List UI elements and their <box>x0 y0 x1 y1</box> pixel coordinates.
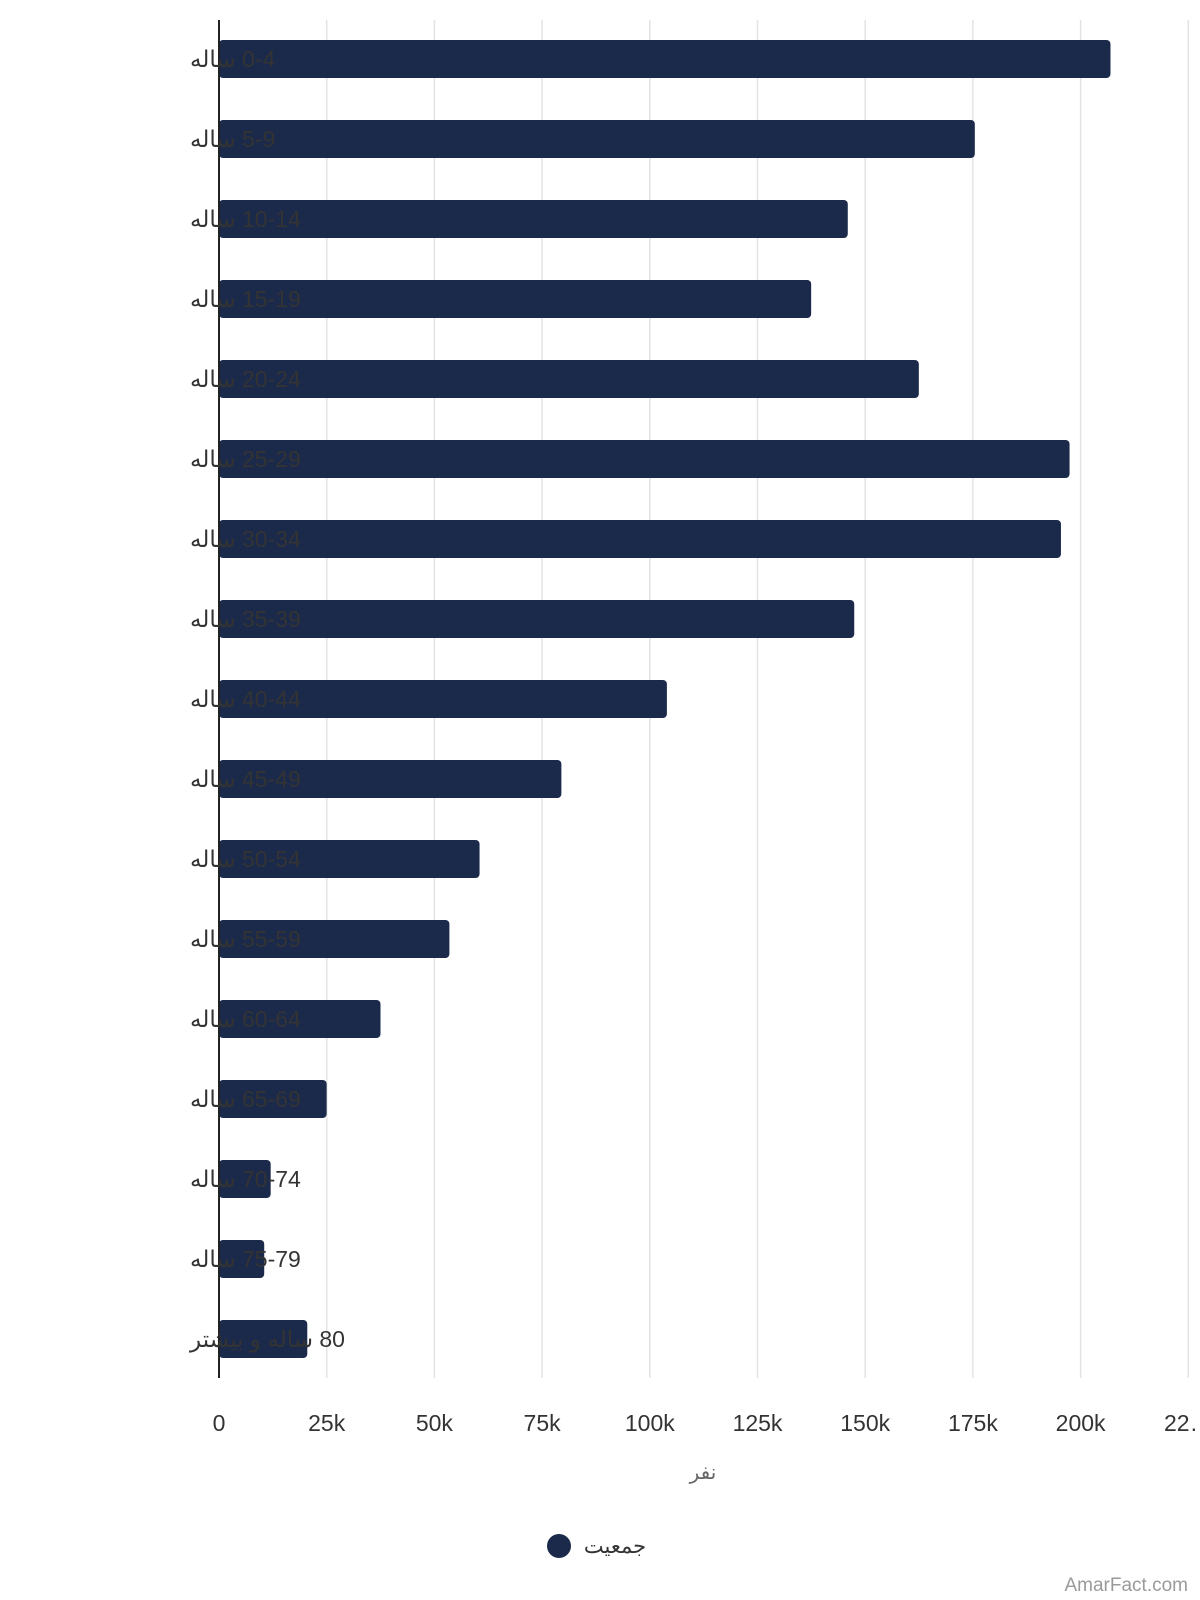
bar[interactable] <box>219 200 848 238</box>
x-axis-title: نفر <box>689 1462 717 1484</box>
legend-marker <box>547 1534 571 1558</box>
x-tick-label: 150k <box>840 1410 890 1436</box>
bar[interactable] <box>219 920 450 958</box>
legend-label: جمعیت <box>584 1535 646 1558</box>
bar[interactable] <box>219 360 919 398</box>
category-label: 35-39 ساله <box>190 606 301 632</box>
category-label: 0-4 ساله <box>190 46 275 72</box>
legend[interactable]: جمعیت <box>547 1534 646 1558</box>
category-label: 5-9 ساله <box>190 126 275 152</box>
bar[interactable] <box>219 760 562 798</box>
x-tick-label: 25k <box>308 1410 346 1436</box>
bar[interactable] <box>219 1160 271 1198</box>
category-label: 55-59 ساله <box>190 926 301 952</box>
category-label: 40-44 ساله <box>190 686 301 712</box>
x-tick-labels: 0 25k 50k 75k 100k 125k 150k 175k 200k 22… <box>213 1410 1200 1436</box>
category-label: 30-34 ساله <box>190 526 301 552</box>
x-tick-label: 0 <box>213 1410 226 1436</box>
category-label: 20-24 ساله <box>190 366 301 392</box>
category-label: 65-69 ساله <box>190 1086 301 1112</box>
bar[interactable] <box>219 1320 308 1358</box>
category-label: 15-19 ساله <box>190 286 301 312</box>
x-tick-label: 125k <box>733 1410 783 1436</box>
bar[interactable] <box>219 1240 265 1278</box>
category-label: 10-14 ساله <box>190 206 301 232</box>
bar[interactable] <box>219 440 1070 478</box>
x-tick-label: 200k <box>1056 1410 1106 1436</box>
grid-lines <box>325 20 1190 1378</box>
bar[interactable] <box>219 40 1111 78</box>
category-label: 25-29 ساله <box>190 446 301 472</box>
bar[interactable] <box>219 120 975 158</box>
bar[interactable] <box>219 680 667 718</box>
watermark: AmarFact.com <box>1064 1575 1188 1596</box>
bar[interactable] <box>219 840 480 878</box>
category-label: 50-54 ساله <box>190 846 301 872</box>
category-label: 80 ساله و بیشتر <box>189 1326 345 1353</box>
x-tick-label: 100k <box>625 1410 675 1436</box>
category-label: 75-79 ساله <box>190 1246 301 1272</box>
bar[interactable] <box>219 600 855 638</box>
x-tick-label: 50k <box>416 1410 454 1436</box>
bar[interactable] <box>219 1080 327 1118</box>
category-label: 45-49 ساله <box>190 766 301 792</box>
bar[interactable] <box>219 1000 381 1038</box>
category-labels: 0-4 ساله 5-9 ساله 10-14 ساله 15-19 ساله 20-2… <box>189 46 345 1353</box>
category-label: 70-74 ساله <box>190 1166 301 1192</box>
bars <box>219 40 1111 1358</box>
category-label: 60-64 ساله <box>190 1006 301 1032</box>
x-tick-label: 22… <box>1164 1410 1200 1436</box>
x-tick-label: 75k <box>524 1410 562 1436</box>
bar[interactable] <box>219 520 1061 558</box>
x-tick-label: 175k <box>948 1410 998 1436</box>
bar[interactable] <box>219 280 812 318</box>
